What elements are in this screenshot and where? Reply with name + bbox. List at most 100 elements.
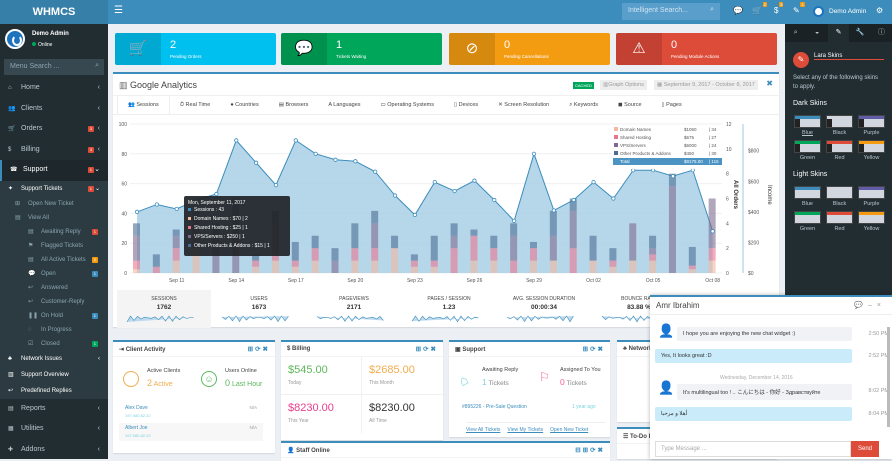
skin-light-black[interactable]: Black	[826, 186, 853, 207]
settings-gears-icon[interactable]: ⚙	[876, 6, 884, 15]
ticket-link[interactable]: #895226 - Pre-Sale Question	[462, 404, 527, 410]
assigned-value[interactable]: 0 Tickets	[560, 377, 587, 387]
skin-dark-blue[interactable]: Blue	[794, 115, 821, 136]
sidebar-item-open-new-ticket[interactable]: ⊞ Open New Ticket	[0, 196, 108, 211]
tab-screen-resolution[interactable]: ✕ Screen Resolution	[488, 96, 559, 114]
metric-pages-session[interactable]: PAGES / SESSION 1.23	[402, 290, 496, 328]
sidebar-item-support-overview[interactable]: ▥ Support Overview	[0, 366, 108, 383]
sidebar-item-clients[interactable]: 👥 Clients ‹	[0, 99, 108, 120]
sidebar-item-predefined-replies[interactable]: ↩ Predefined Replies	[0, 382, 108, 399]
tab-countries[interactable]: ● Countries	[220, 96, 268, 114]
search-icon[interactable]: ⌕	[793, 29, 798, 36]
ticket-icon[interactable]: ✎ 1	[793, 2, 805, 15]
bar-other-products-addons	[391, 235, 399, 249]
open-new-ticket-link[interactable]: Open New Ticket	[550, 427, 589, 433]
sidebar-item-in-progress[interactable]: ◌ In Progress	[0, 322, 108, 337]
chat-icon[interactable]: 💬	[733, 6, 743, 15]
skin-light-blue[interactable]: Blue	[794, 186, 821, 207]
sidebar-item-home[interactable]: ⌂ Home ‹	[0, 78, 108, 99]
dollar-icon[interactable]: $3	[774, 2, 784, 15]
chat-message-incoming: I hope you are enjoying the new chat wid…	[677, 327, 852, 341]
panel-tools[interactable]: ⊞⟳✖	[247, 346, 270, 353]
skin-dark-green[interactable]: Green	[794, 140, 821, 161]
view-all-tickets-link[interactable]: View All Tickets	[466, 427, 501, 433]
metric-users[interactable]: USERS 1673	[212, 290, 306, 328]
chat-scrollbar[interactable]	[887, 327, 890, 427]
awaiting-reply-value[interactable]: 1 Tickets	[482, 377, 509, 387]
search-icon[interactable]: ⌕	[95, 62, 99, 69]
graph-options-button[interactable]: ▥Graph Options	[600, 80, 647, 90]
sidebar-item-awaiting-reply[interactable]: ▤ Awaiting Reply 1	[0, 224, 108, 239]
sidebar-item-reports[interactable]: ▤ Reports ‹	[0, 399, 108, 420]
tab-pages[interactable]: ▯ Pages	[652, 96, 692, 114]
close-icon[interactable]: ×	[876, 302, 886, 309]
bar-domain-names	[470, 260, 478, 273]
panel-tools[interactable]: ⊞⟳✖	[582, 346, 605, 353]
client-row[interactable]: Alex Dave 197.080.82.22 N/A	[119, 403, 263, 421]
client-name[interactable]: Alex Dave	[125, 405, 148, 411]
sidebar-item-billing[interactable]: $ Billing 3 ‹	[0, 140, 108, 161]
date-range-picker[interactable]: ▦ September 9, 2017 - October 8, 2017	[654, 80, 758, 90]
sidebar-item-addons[interactable]: ✚ Addons ‹	[0, 440, 108, 461]
info-icon[interactable]: ⓘ	[877, 29, 885, 36]
cart-icon[interactable]: 🛒 2	[752, 2, 767, 15]
metric-avg-session-duration[interactable]: AVG. SESSION DURATION 00:00:34	[497, 290, 591, 328]
sidebar-item-answered[interactable]: ↩ Answered	[0, 280, 108, 295]
send-button[interactable]: Send	[851, 441, 879, 457]
client-name[interactable]: Albert Joe	[125, 425, 148, 431]
sidebar-item-label: Support Overview	[21, 371, 69, 378]
stat-box-pending-cancellations[interactable]: ⊘ 0 Pending Cancellations	[449, 33, 610, 65]
sidebar-item-orders[interactable]: 🛒 Orders 3 ‹	[0, 119, 108, 140]
close-icon[interactable]: ✖	[766, 79, 773, 88]
skin-light-red[interactable]: Red	[826, 211, 853, 232]
search-icon[interactable]: ⌕	[710, 6, 714, 13]
tab-real-time[interactable]: ⏱ Real Time	[170, 96, 221, 114]
skin-swatch	[826, 115, 853, 128]
brush-icon[interactable]: ✎	[827, 24, 850, 42]
sidebar-item-support[interactable]: ☎ Support 1 ⌄	[0, 160, 108, 181]
logo[interactable]: WHMCS	[0, 0, 108, 24]
tab-browsers[interactable]: ▤ Browsers	[269, 96, 319, 114]
stat-box-pending-orders[interactable]: 🛒 2 Pending Orders	[115, 33, 276, 65]
sidebar-item-view-all[interactable]: ▤ View All	[0, 210, 108, 225]
skin-dark-red[interactable]: Red	[826, 140, 853, 161]
user-avatar[interactable]	[813, 6, 824, 17]
sidebar-item-network-issues[interactable]: ♣ Network Issues ‹	[0, 350, 108, 367]
sidebar-item-all-active-tickets[interactable]: ▤ All Active Tickets 2	[0, 252, 108, 267]
metric-sessions[interactable]: SESSIONS 1762	[117, 290, 211, 328]
skin-light-green[interactable]: Green	[794, 211, 821, 232]
sidebar-item-closed[interactable]: ☑ Closed 1	[0, 336, 108, 351]
menu-search-input[interactable]: Menu Search ... ⌕	[4, 59, 104, 75]
minimize-icon[interactable]: –	[868, 302, 877, 309]
sidebar-item-open[interactable]: 💬 Open 1	[0, 266, 108, 281]
skin-light-purple[interactable]: Purple	[858, 186, 885, 207]
client-row[interactable]: Albert Joe 197.080.82.22 N/A	[119, 423, 263, 441]
chat-bubbles-icon[interactable]: 💬	[854, 302, 868, 309]
panel-tools[interactable]: ⊞⟳✖	[415, 346, 438, 353]
skin-light-yellow[interactable]: Yellow	[858, 211, 885, 232]
skin-dark-purple[interactable]: Purple	[858, 115, 885, 136]
sidebar-item-flagged-tickets[interactable]: ⚑ Flagged Tickets	[0, 238, 108, 253]
stat-box-tickets-waiting[interactable]: 💬 1 Tickets Waiting	[281, 33, 442, 65]
tab-languages[interactable]: A Languages	[318, 96, 370, 114]
stat-box-pending-module-actions[interactable]: ⚠ 0 Pending Module Actions	[616, 33, 777, 65]
tab-devices[interactable]: ▯ Devices	[444, 96, 488, 114]
sidebar-item-customer-reply[interactable]: ↩ Customer-Reply	[0, 294, 108, 309]
hamburger-icon[interactable]: ☰	[114, 5, 123, 16]
tab-operating-systems[interactable]: ▭ Operating Systems	[371, 96, 445, 114]
panel-tools[interactable]: ⊟⊞⟳✖	[575, 447, 605, 454]
view-my-tickets-link[interactable]: View My Tickets	[507, 427, 544, 433]
dashboard-icon[interactable]: ◒	[814, 29, 820, 36]
user-menu[interactable]: Demo Admin	[829, 8, 867, 15]
sidebar-item-on-hold[interactable]: ❚❚ On Hold 1	[0, 308, 108, 323]
chat-message-input[interactable]: Type Message ...	[655, 441, 851, 457]
wrench-icon[interactable]: 🔧	[855, 29, 865, 36]
metric-pageviews[interactable]: PAGEVIEWS 2171	[307, 290, 401, 328]
sidebar-item-support-tickets[interactable]: ✦ Support Tickets 1 ⌄	[0, 180, 108, 197]
skin-dark-yellow[interactable]: Yellow	[858, 140, 885, 161]
intelligent-search-input[interactable]: Intelligent Search... ⌕	[622, 3, 720, 20]
skin-dark-black[interactable]: Black	[826, 115, 853, 136]
tab-source[interactable]: ◼ Source	[608, 96, 652, 114]
sidebar-item-utilities[interactable]: ▦ Utilities ‹	[0, 419, 108, 440]
tab-keywords[interactable]: ⌕ Keywords	[559, 96, 608, 114]
